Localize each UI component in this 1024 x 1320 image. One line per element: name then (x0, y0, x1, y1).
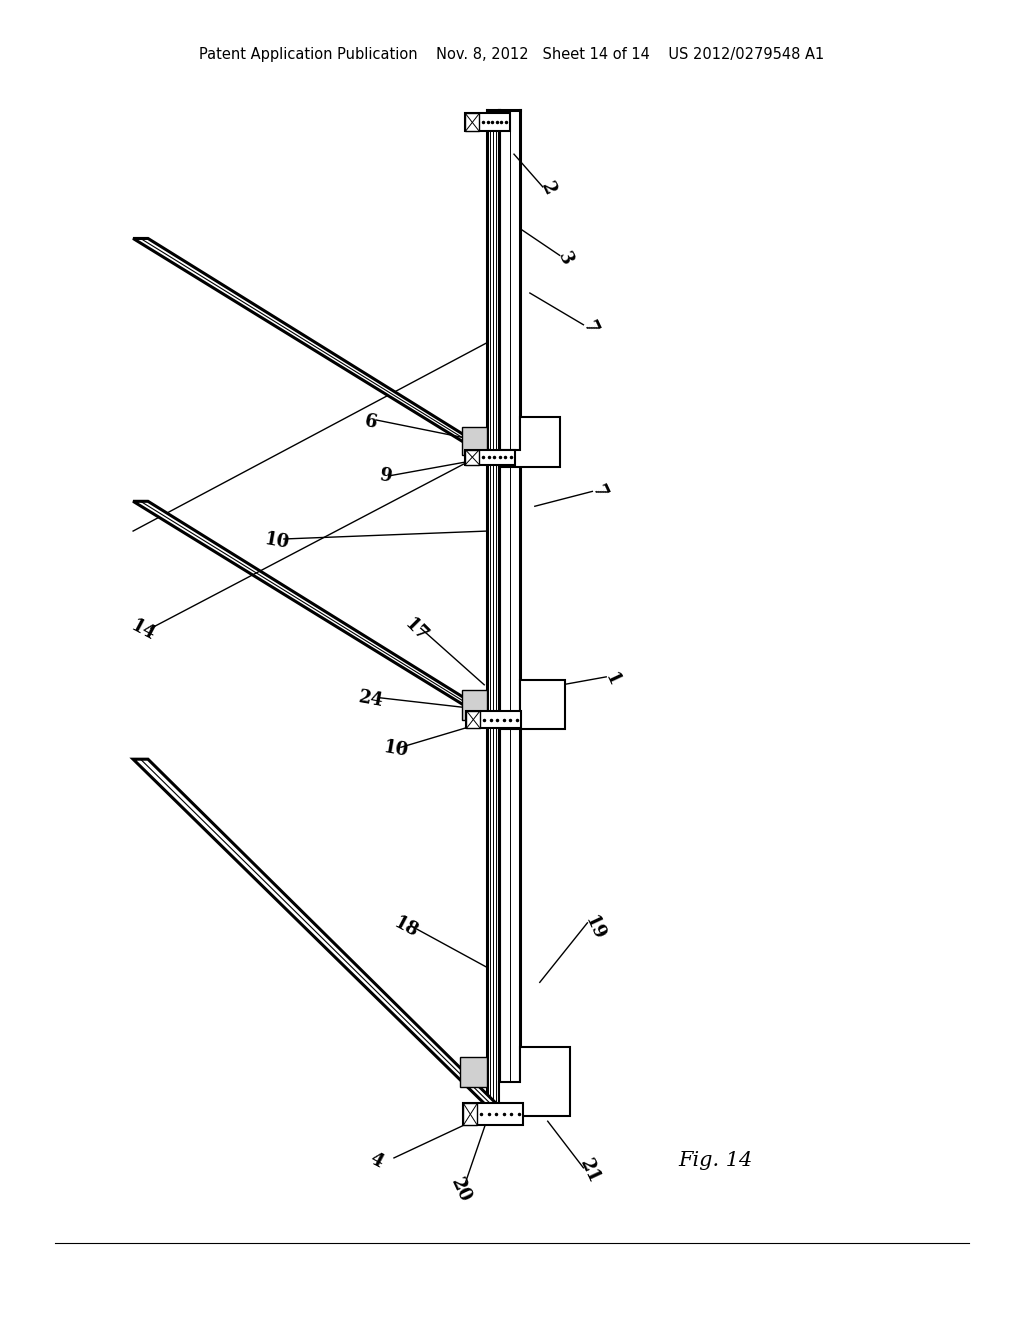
Text: 17: 17 (400, 615, 431, 645)
Text: 10: 10 (382, 738, 410, 760)
Text: 2: 2 (537, 180, 558, 198)
Bar (464, 1104, 523, 1125)
Text: 7: 7 (589, 482, 610, 500)
Text: 9: 9 (378, 466, 394, 487)
Bar (466, 710, 480, 729)
Polygon shape (499, 1047, 569, 1117)
Text: 24: 24 (357, 689, 385, 710)
Text: 21: 21 (575, 1156, 603, 1185)
Text: 6: 6 (364, 412, 379, 432)
Polygon shape (133, 239, 499, 457)
Text: 19: 19 (581, 912, 608, 942)
Polygon shape (133, 502, 499, 719)
Text: Fig. 14: Fig. 14 (679, 1151, 753, 1171)
Text: 4: 4 (367, 1150, 386, 1172)
Polygon shape (461, 1057, 487, 1086)
Polygon shape (499, 680, 564, 730)
Polygon shape (463, 690, 487, 719)
Bar (465, 114, 510, 131)
Text: 20: 20 (446, 1175, 474, 1206)
Polygon shape (463, 426, 487, 454)
Polygon shape (499, 417, 559, 466)
Bar (466, 710, 521, 729)
Text: 1: 1 (601, 671, 623, 689)
Polygon shape (133, 759, 499, 1106)
Bar (465, 450, 515, 465)
Bar (465, 114, 479, 131)
Text: 14: 14 (128, 616, 159, 644)
Text: 7: 7 (579, 318, 600, 337)
Text: 18: 18 (390, 913, 421, 941)
Text: 3: 3 (554, 249, 575, 268)
Bar (464, 1104, 477, 1125)
Bar (465, 450, 479, 465)
Text: 10: 10 (263, 529, 291, 552)
Text: Patent Application Publication    Nov. 8, 2012   Sheet 14 of 14    US 2012/02795: Patent Application Publication Nov. 8, 2… (200, 48, 824, 62)
